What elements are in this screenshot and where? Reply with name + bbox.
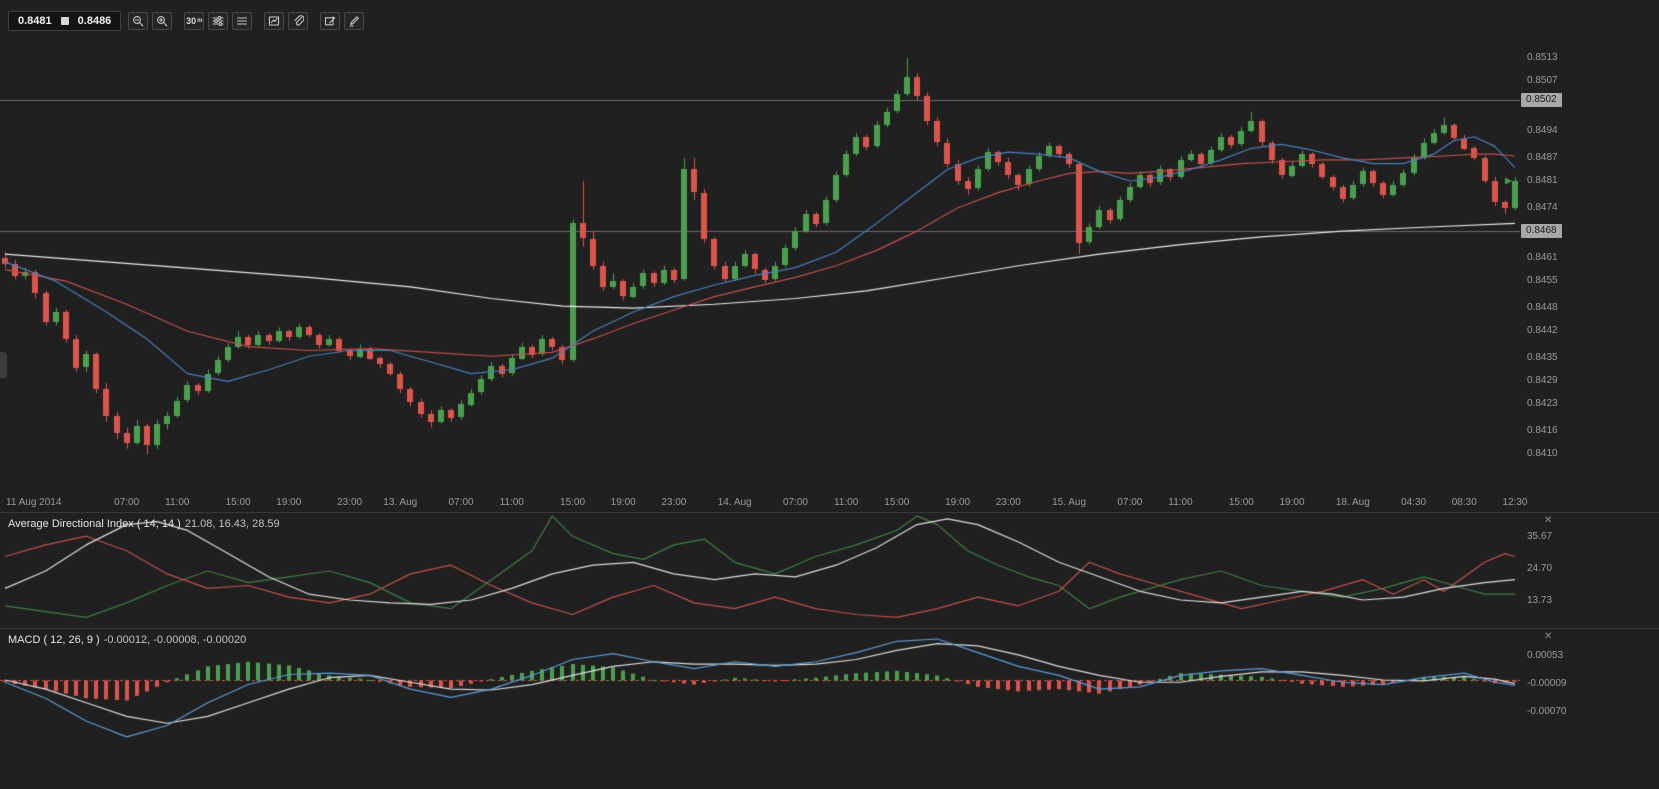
price-tick-label: 0.8448 <box>1527 302 1558 314</box>
macd-canvas[interactable] <box>0 629 1520 746</box>
adx-label: Average Directional Index ( 14, 14 ) 21.0… <box>8 518 280 530</box>
chart-frame-icon <box>269 16 280 26</box>
time-tick-label: 11:00 <box>833 497 859 508</box>
time-tick-label: 23:00 <box>995 497 1021 508</box>
price-level-label: 0.8468 <box>1521 224 1562 239</box>
volume-box-icon[interactable] <box>60 17 69 25</box>
zoom-in-icon <box>157 16 168 27</box>
adx-close-button[interactable]: ✕ <box>1544 515 1552 527</box>
time-tick-label: 08:30 <box>1451 497 1477 508</box>
pencil-icon <box>349 16 360 27</box>
chart-mode-button[interactable] <box>264 12 285 30</box>
objects-list-button[interactable] <box>232 12 253 30</box>
annotate-button[interactable] <box>320 12 341 30</box>
zoom-in-button[interactable] <box>152 12 173 30</box>
time-tick-label: 15. Aug <box>1052 497 1087 508</box>
adx-tick-label: 35.67 <box>1527 531 1553 543</box>
link-button[interactable] <box>288 12 309 30</box>
price-tick-label: 0.8494 <box>1527 124 1558 136</box>
time-tick-label: 11:00 <box>165 497 190 508</box>
time-tick-label: 23:00 <box>661 497 687 508</box>
time-tick-label: 15:00 <box>560 497 586 508</box>
time-tick-label: 13. Aug <box>383 497 418 508</box>
macd-values: -0.00012, -0.00008, -0.00020 <box>103 634 247 646</box>
timeframe-label: 30 <box>186 16 197 26</box>
time-tick-label: 18. Aug <box>1335 497 1370 508</box>
time-tick-label: 12:30 <box>1502 497 1528 508</box>
macd-title: MACD ( 12, 26, 9 ) <box>8 634 100 646</box>
paperclip-icon <box>294 15 305 26</box>
time-tick-label: 07:00 <box>448 497 474 508</box>
time-tick-label: 19:00 <box>945 497 971 508</box>
price-tick-label: 0.8410 <box>1527 448 1558 460</box>
price-tick-label: 0.8435 <box>1527 352 1558 364</box>
price-tick-label: 0.8513 <box>1527 51 1558 63</box>
macd-close-button[interactable]: ✕ <box>1544 631 1552 643</box>
time-tick-label: 11:00 <box>499 497 524 508</box>
price-tick-label: 0.8429 <box>1527 375 1558 387</box>
time-tick-label: 19:00 <box>610 497 636 508</box>
close-icon: ✕ <box>1544 631 1553 642</box>
price-chart-canvas[interactable] <box>0 0 1520 493</box>
price-tick-label: 0.8474 <box>1527 201 1558 213</box>
time-tick-label: 07:00 <box>782 497 808 508</box>
adx-tick-label: 24.70 <box>1527 562 1553 574</box>
time-tick-label: 11 Aug 2014 <box>6 497 62 508</box>
quick-trade-widget[interactable]: 0.8481 0.8486 <box>8 11 122 31</box>
pane-separator <box>0 628 1659 629</box>
macd-tick-label: -0.00070 <box>1527 705 1567 717</box>
time-tick-label: 11:00 <box>1168 497 1193 508</box>
price-tick-label: 0.8423 <box>1527 398 1558 410</box>
price-tick-label: 0.8455 <box>1527 275 1558 287</box>
close-icon: ✕ <box>1544 515 1553 526</box>
indicators-button[interactable] <box>208 12 229 30</box>
adx-canvas[interactable] <box>0 513 1520 629</box>
timeframe-button[interactable]: 30 m <box>184 12 205 30</box>
time-tick-label: 15:00 <box>884 497 910 508</box>
price-tick-label: 0.8461 <box>1527 252 1558 264</box>
macd-tick-label: -0.00009 <box>1527 678 1567 690</box>
macd-label: MACD ( 12, 26, 9 ) -0.00012, -0.00008, -0… <box>8 634 246 646</box>
macd-tick-label: 0.00053 <box>1527 649 1564 661</box>
collapse-panel-handle[interactable] <box>0 352 7 378</box>
time-tick-label: 14. Aug <box>717 497 752 508</box>
price-tick-label: 0.8481 <box>1527 175 1558 187</box>
chart-toolbar: 0.8481 0.8486 30 m <box>8 11 365 31</box>
adx-title: Average Directional Index ( 14, 14 ) <box>8 518 181 530</box>
note-edit-icon <box>325 16 336 26</box>
draw-button[interactable] <box>344 12 365 30</box>
time-tick-label: 23:00 <box>337 497 363 508</box>
time-tick-label: 07:00 <box>114 497 140 508</box>
adx-values: 21.08, 16.43, 28.59 <box>184 518 280 530</box>
buy-price[interactable]: 0.8486 <box>77 15 112 27</box>
price-tick-label: 0.8487 <box>1527 151 1558 163</box>
time-tick-label: 07:00 <box>1117 497 1143 508</box>
adx-tick-label: 13.73 <box>1527 594 1553 606</box>
time-tick-label: 15:00 <box>1228 497 1254 508</box>
time-tick-label: 15:00 <box>225 497 251 508</box>
time-tick-label: 19:00 <box>1279 497 1305 508</box>
sell-price[interactable]: 0.8481 <box>18 15 52 27</box>
price-tick-label: 0.8507 <box>1527 74 1558 86</box>
zoom-out-button[interactable] <box>128 12 149 30</box>
price-level-label: 0.8502 <box>1521 93 1562 108</box>
price-tick-label: 0.8416 <box>1527 425 1558 437</box>
price-tick-label: 0.8442 <box>1527 325 1558 337</box>
zoom-out-icon <box>133 16 144 27</box>
time-tick-label: 19:00 <box>276 497 302 508</box>
tune-sliders-icon <box>212 16 224 26</box>
time-tick-label: 04:30 <box>1401 497 1427 508</box>
list-lines-icon <box>237 17 248 25</box>
timeframe-unit: m <box>197 18 203 24</box>
pane-separator <box>0 512 1659 513</box>
